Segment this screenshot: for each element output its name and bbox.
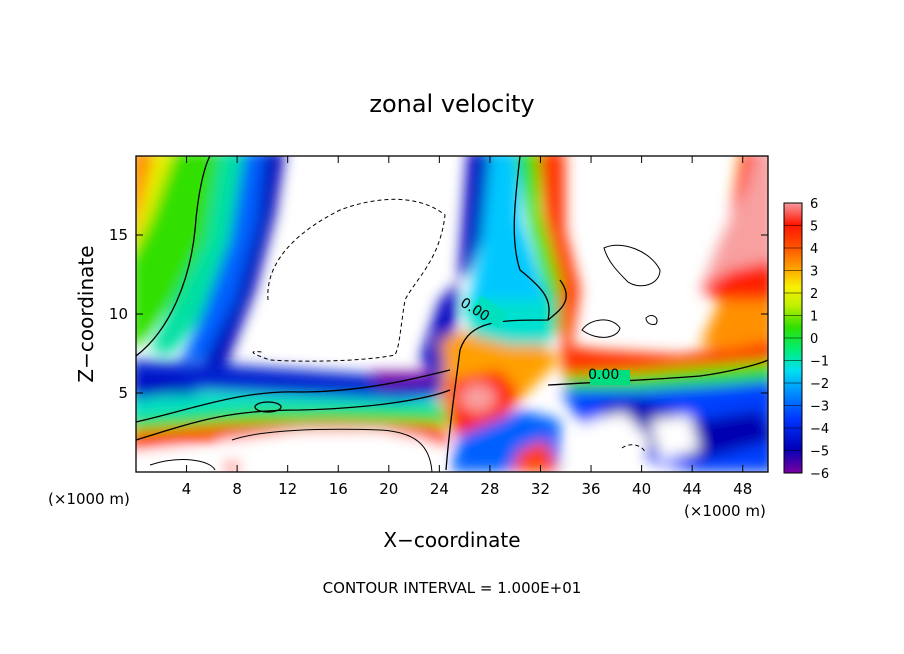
colorbar-tick-label: 5 [810, 220, 818, 235]
x-tick-label: 28 [480, 480, 499, 498]
y-tick-label: 10 [109, 305, 128, 323]
y-tick-label: 5 [118, 384, 128, 402]
colorbar-tick-label: 1 [810, 310, 818, 325]
y-axis: 5 10 15 [109, 226, 768, 402]
colorbar-tick-label: −4 [810, 422, 829, 437]
colorbar-tick-label: 6 [810, 197, 818, 212]
x-tick-label: 44 [683, 480, 702, 498]
colorbar-tick-label: 3 [810, 265, 818, 280]
colorbar-tick-label: 2 [810, 287, 818, 302]
x-axis: 4 8 12 16 20 24 28 32 36 40 44 48 [182, 156, 752, 498]
x-tick-label: 20 [379, 480, 398, 498]
y-axis-label: Z−coordinate [74, 245, 98, 382]
x-tick-label: 32 [531, 480, 550, 498]
velocity-field [136, 156, 768, 472]
contour-interval-note: CONTOUR INTERVAL = 1.000E+01 [323, 579, 582, 597]
x-tick-label: 24 [430, 480, 449, 498]
x-tick-label: 12 [278, 480, 297, 498]
x-tick-label: 4 [182, 480, 192, 498]
contour-label: 0.00 [588, 367, 619, 383]
colorbar: 6 5 4 3 2 1 0 −1 −2 −3 −4 −5 −6 [783, 197, 829, 482]
x-tick-label: 40 [632, 480, 651, 498]
y-tick-label: 15 [109, 226, 128, 244]
colorbar-tick-label: −5 [810, 445, 829, 460]
x-tick-label: 8 [232, 480, 242, 498]
x-axis-unit-left: (×1000 m) [48, 490, 130, 508]
colorbar-tick-label: −6 [810, 467, 829, 482]
x-tick-label: 36 [581, 480, 600, 498]
x-tick-label: 16 [329, 480, 348, 498]
x-axis-label: X−coordinate [383, 528, 520, 552]
colorbar-tick-label: −2 [810, 377, 829, 392]
x-axis-unit-right: (×1000 m) [684, 502, 766, 520]
colorbar-tick-label: −1 [810, 355, 829, 370]
chart-title: zonal velocity [369, 90, 534, 118]
colorbar-tick-label: 0 [810, 332, 818, 347]
colorbar-tick-label: −3 [810, 400, 829, 415]
x-tick-label: 48 [733, 480, 752, 498]
colorbar-tick-label: 4 [810, 242, 818, 257]
